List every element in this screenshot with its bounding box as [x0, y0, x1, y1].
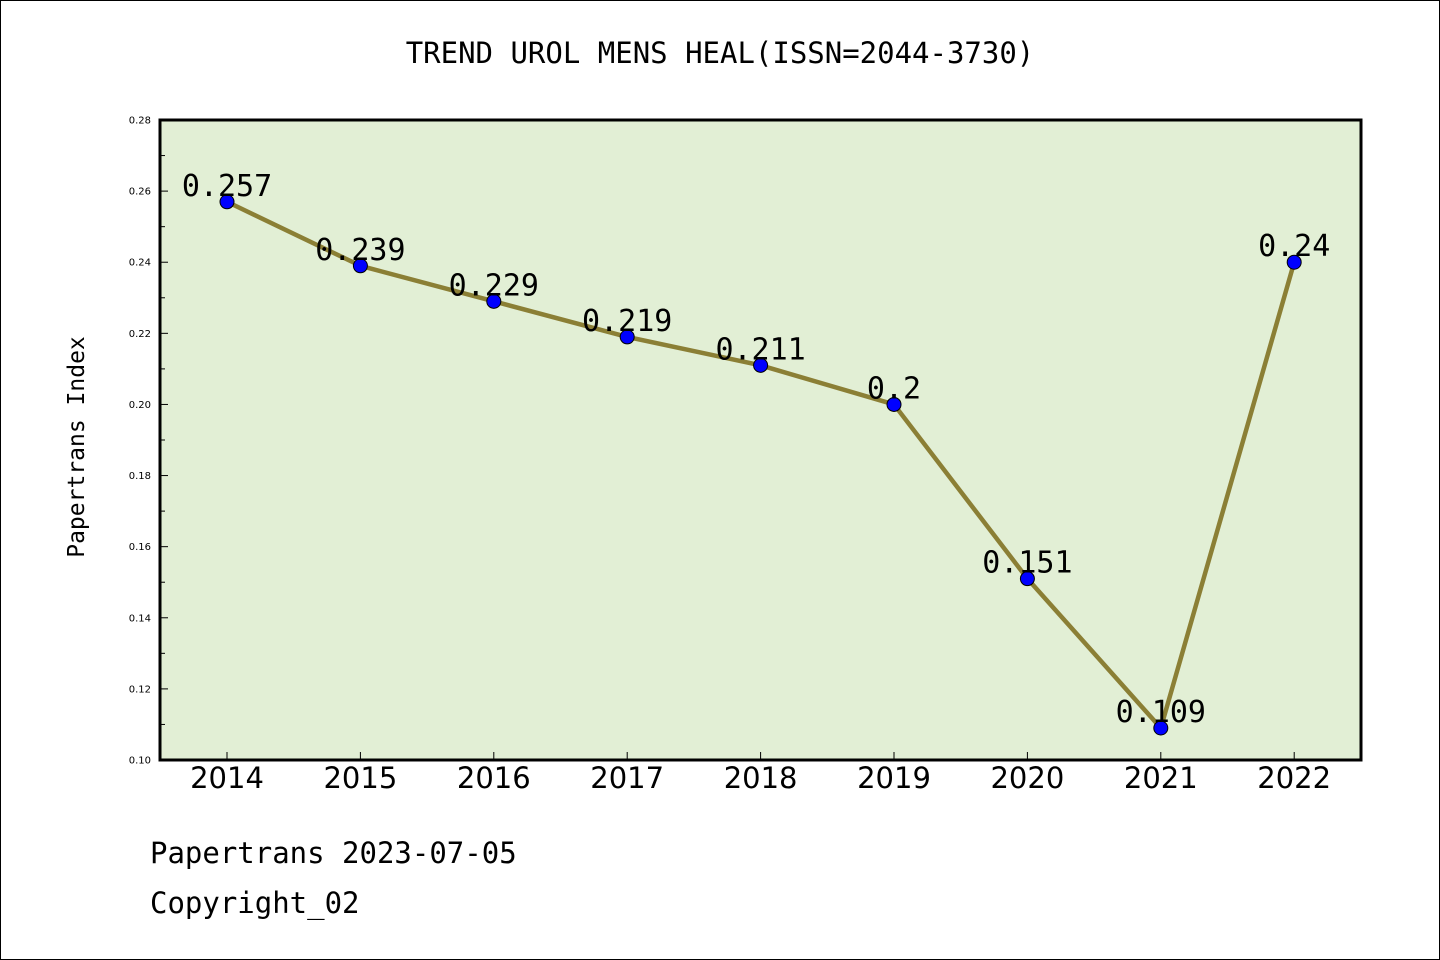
x-tick-label: 2022 [1257, 761, 1331, 795]
y-tick-label: 0.24 [129, 258, 151, 269]
data-point [1019, 571, 1035, 587]
x-axis: 2014 2015 2016 2017 2018 2019 2020 2021 2022 [190, 752, 1331, 795]
footer-date: Papertrans 2023-07-05 [150, 836, 517, 870]
data-label: 0.229 [449, 268, 539, 303]
data-point [1286, 254, 1302, 270]
y-axis: 0.10 0.12 0.14 0.16 0.18 0.20 0.22 0.24 0.26 0.28 [129, 116, 168, 767]
y-tick-label: 0.14 [129, 613, 151, 624]
y-tick-label: 0.20 [129, 400, 151, 411]
plot-area [158, 118, 1363, 762]
y-tick-label: 0.28 [129, 116, 151, 127]
x-tick-label: 2017 [590, 761, 664, 795]
x-tick-label: 2021 [1124, 761, 1198, 795]
data-label: 0.211 [715, 332, 805, 367]
x-tick-label: 2019 [857, 761, 931, 795]
data-label: 0.239 [315, 233, 405, 268]
x-tick-label: 2015 [323, 761, 397, 795]
data-point [219, 194, 235, 210]
x-tick-label: 2014 [190, 761, 264, 795]
series-line [219, 194, 1302, 736]
data-label: 0.109 [1116, 695, 1206, 730]
data-point [486, 293, 502, 309]
data-point [753, 357, 769, 373]
data-point [619, 329, 635, 345]
y-tick-label: 0.12 [129, 684, 151, 695]
x-tick-label: 2016 [457, 761, 531, 795]
y-axis-label: Papertrans Index [64, 336, 90, 558]
data-label: 0.24 [1258, 229, 1330, 264]
data-label: 0.257 [182, 169, 272, 204]
x-tick-label: 2018 [724, 761, 798, 795]
y-tick-label: 0.10 [129, 756, 151, 767]
y-tick-label: 0.16 [129, 542, 151, 553]
chart-title: TREND UROL MENS HEAL(ISSN=2044-3730) [405, 36, 1035, 70]
data-label: 0.151 [982, 546, 1072, 581]
footer-copyright: Copyright_02 [150, 886, 360, 920]
y-tick-label: 0.22 [129, 329, 151, 340]
x-tick-label: 2020 [990, 761, 1064, 795]
data-point [1153, 720, 1169, 736]
y-tick-label: 0.26 [129, 187, 151, 198]
data-label: 0.2 [867, 371, 921, 406]
y-tick-label: 0.18 [129, 471, 151, 482]
data-label: 0.219 [582, 304, 672, 339]
data-point [886, 396, 902, 412]
data-labels: 0.257 0.239 0.229 0.219 0.211 0.2 0.151 0.109 0.… [182, 169, 1330, 730]
data-point [352, 258, 368, 274]
